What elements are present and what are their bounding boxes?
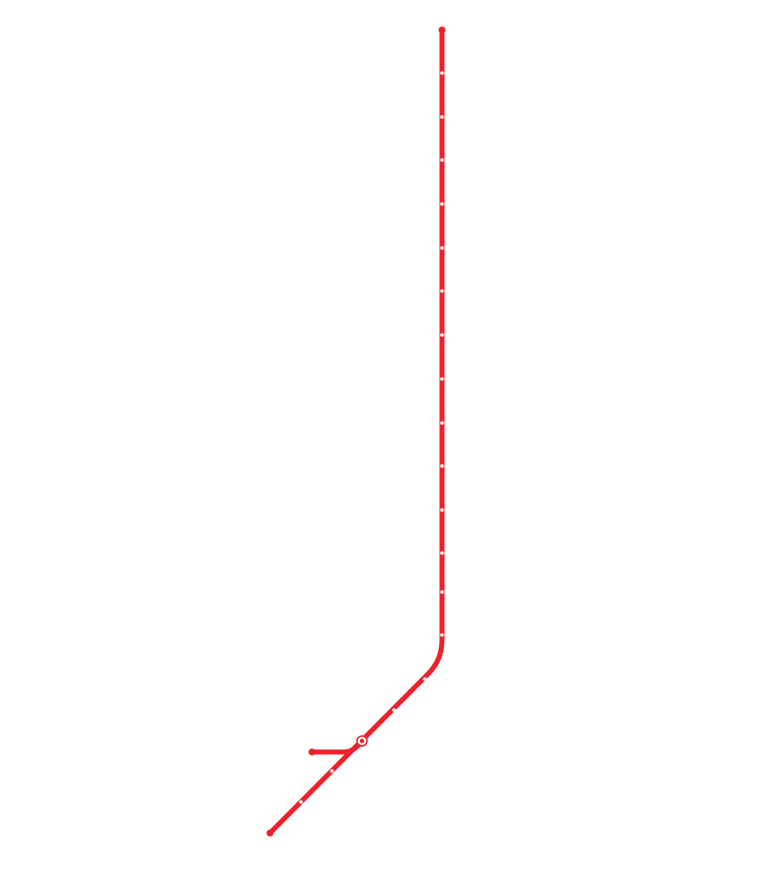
station[interactable]	[440, 158, 444, 162]
station[interactable]	[440, 421, 444, 425]
station[interactable]	[440, 633, 444, 637]
stations	[266, 26, 446, 837]
station[interactable]	[440, 551, 444, 555]
terminal-station[interactable]	[266, 829, 274, 837]
station[interactable]	[440, 289, 444, 293]
station[interactable]	[440, 377, 444, 381]
station[interactable]	[330, 769, 334, 773]
station[interactable]	[440, 246, 444, 250]
terminal-station[interactable]	[308, 748, 316, 756]
station[interactable]	[440, 115, 444, 119]
station[interactable]	[392, 708, 396, 712]
station[interactable]	[440, 508, 444, 512]
metro-line	[267, 27, 445, 836]
station[interactable]	[440, 202, 444, 206]
interchange-dot	[359, 738, 365, 744]
station[interactable]	[440, 464, 444, 468]
station[interactable]	[299, 800, 303, 804]
station[interactable]	[440, 590, 444, 594]
station[interactable]	[423, 677, 427, 681]
station[interactable]	[440, 333, 444, 337]
terminal-station[interactable]	[438, 26, 446, 34]
station[interactable]	[440, 71, 444, 75]
interchange-station[interactable]	[356, 735, 368, 747]
